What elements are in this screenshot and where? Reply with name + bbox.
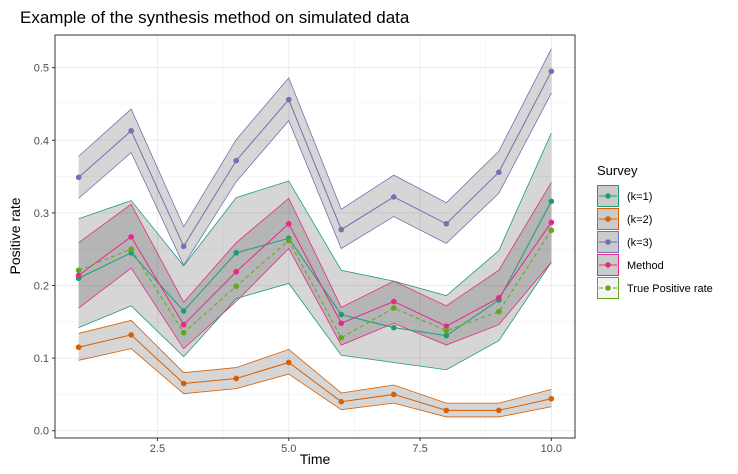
legend-label: (k=3): [627, 237, 652, 249]
legend-key-point: [605, 262, 611, 268]
point-k-3: [75, 174, 82, 181]
point-k-1: [390, 324, 397, 331]
legend-key-point: [605, 239, 611, 245]
series-lines: [78, 71, 552, 411]
legend-key-point: [605, 285, 611, 291]
point-method: [285, 220, 292, 227]
point-k-3: [285, 96, 292, 103]
point-true-positive-rate: [233, 283, 240, 290]
point-k-2: [338, 398, 345, 405]
line-k-1: [78, 201, 552, 337]
y-tick-label: 0.4: [34, 135, 49, 147]
point-k-3: [496, 169, 502, 176]
point-k-2: [75, 344, 82, 351]
point-k-2: [443, 407, 450, 414]
point-method: [496, 295, 502, 301]
line-k-3: [78, 71, 552, 248]
y-tick-label: 0.5: [34, 63, 49, 75]
line-true-positive-rate: [78, 230, 552, 339]
y-axis-title: Positive rate: [7, 197, 23, 274]
point-k-1: [233, 250, 240, 256]
grid: [55, 35, 575, 438]
legend-title: Survey: [597, 163, 638, 178]
y-axis: 0.0 0.1 0.2 0.3 0.4 0.5: [34, 63, 55, 438]
point-k-2: [128, 332, 134, 338]
point-k-3: [233, 157, 240, 164]
point-true-positive-rate: [128, 246, 134, 253]
legend-key-border: [597, 277, 619, 299]
band-lower-k-2: [78, 348, 552, 418]
point-true-positive-rate: [285, 237, 292, 244]
x-tick-label: 2.5: [150, 443, 165, 455]
point-k-3: [338, 226, 345, 233]
point-k-2: [180, 380, 187, 387]
confidence-bands: [78, 48, 552, 418]
point-true-positive-rate: [443, 327, 450, 334]
band-lower-k-1: [78, 262, 552, 371]
plot-border: [54, 34, 576, 439]
point-k-3: [128, 128, 134, 134]
point-k-1: [338, 311, 345, 318]
point-method: [548, 219, 555, 226]
point-method: [338, 320, 345, 327]
band-method: [78, 182, 552, 349]
point-k-3: [180, 243, 187, 250]
point-method: [390, 298, 397, 305]
point-k-2: [548, 395, 555, 402]
point-k-3: [390, 194, 397, 200]
band-k-2: [78, 320, 552, 417]
y-tick-label: 0.0: [34, 426, 49, 438]
point-k-3: [443, 220, 450, 227]
line-method: [78, 222, 552, 327]
legend-label: True Positive rate: [627, 283, 713, 295]
point-k-2: [233, 375, 240, 382]
point-true-positive-rate: [338, 334, 345, 341]
point-true-positive-rate: [390, 305, 397, 311]
point-true-positive-rate: [75, 267, 82, 274]
legend-label: (k=2): [627, 214, 652, 226]
band-upper-method: [78, 182, 552, 308]
legend-label: Method: [627, 260, 664, 272]
x-tick-label: 7.5: [412, 443, 427, 455]
point-true-positive-rate: [180, 329, 187, 336]
legend: Survey (k=1) (k=2) (k=3) Method True Positiv…: [597, 163, 713, 299]
point-method: [180, 321, 187, 328]
point-method: [233, 268, 240, 275]
x-tick-label: 10.0: [541, 443, 562, 455]
point-method: [75, 272, 82, 279]
point-k-3: [548, 68, 555, 75]
point-method: [443, 323, 450, 329]
point-k-2: [285, 359, 292, 366]
band-lower-method: [78, 247, 552, 350]
x-axis-title: Time: [300, 451, 331, 467]
band-upper-k-2: [78, 319, 552, 404]
band-k-1: [78, 133, 552, 370]
chart-title: Example of the synthesis method on simul…: [20, 8, 410, 27]
y-tick-label: 0.2: [34, 281, 49, 293]
band-upper-k-3: [78, 48, 552, 228]
point-k-2: [496, 407, 502, 414]
x-axis: 2.5 5.0 7.5 10.0: [150, 438, 562, 455]
x-tick-label: 5.0: [281, 443, 296, 455]
point-true-positive-rate: [548, 227, 555, 234]
legend-label: (k=1): [627, 191, 652, 203]
point-k-2: [390, 391, 397, 398]
band-lower-k-3: [78, 92, 552, 267]
series-points: [75, 68, 555, 414]
band-upper-k-1: [78, 132, 552, 297]
y-tick-label: 0.3: [34, 208, 49, 220]
band-k-3: [78, 48, 552, 266]
legend-key-point: [605, 216, 611, 222]
legend-key-point: [605, 193, 611, 199]
line-k-2: [78, 334, 552, 411]
point-k-1: [180, 308, 187, 314]
point-method: [128, 234, 134, 240]
point-k-1: [548, 198, 555, 205]
y-tick-label: 0.1: [34, 353, 49, 365]
point-true-positive-rate: [496, 308, 502, 315]
point-k-1: [443, 332, 450, 339]
